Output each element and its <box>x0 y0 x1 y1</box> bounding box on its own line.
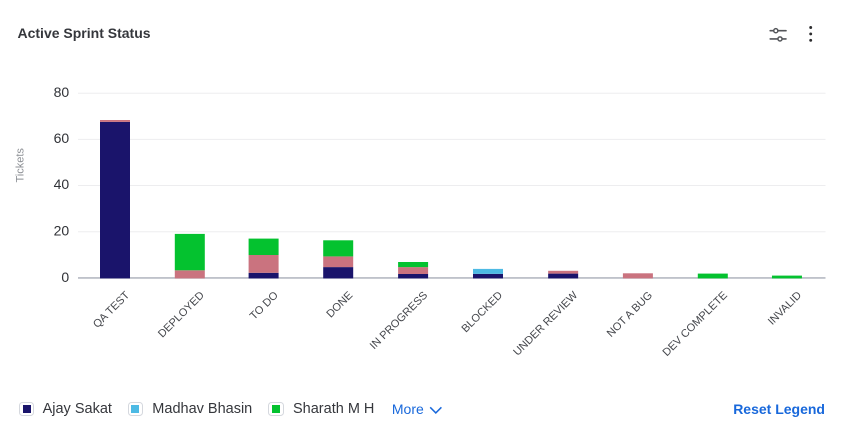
svg-text:QA TEST: QA TEST <box>91 289 132 330</box>
svg-text:60: 60 <box>54 130 70 146</box>
svg-text:TO DO: TO DO <box>248 289 281 322</box>
svg-text:Tickets: Tickets <box>15 148 27 183</box>
svg-text:0: 0 <box>61 269 69 285</box>
svg-text:NOT A BUG: NOT A BUG <box>605 289 655 339</box>
svg-text:80: 80 <box>54 84 70 100</box>
svg-text:DEV COMPLETE: DEV COMPLETE <box>660 289 729 358</box>
svg-text:UNDER REVIEW: UNDER REVIEW <box>511 289 580 358</box>
svg-text:BLOCKED: BLOCKED <box>460 289 506 335</box>
svg-text:IN PROGRESS: IN PROGRESS <box>368 289 431 352</box>
svg-text:40: 40 <box>54 176 70 192</box>
svg-text:20: 20 <box>54 222 70 238</box>
svg-text:INVALID: INVALID <box>766 289 804 327</box>
svg-text:DONE: DONE <box>324 289 355 320</box>
svg-text:DEPLOYED: DEPLOYED <box>156 289 207 340</box>
